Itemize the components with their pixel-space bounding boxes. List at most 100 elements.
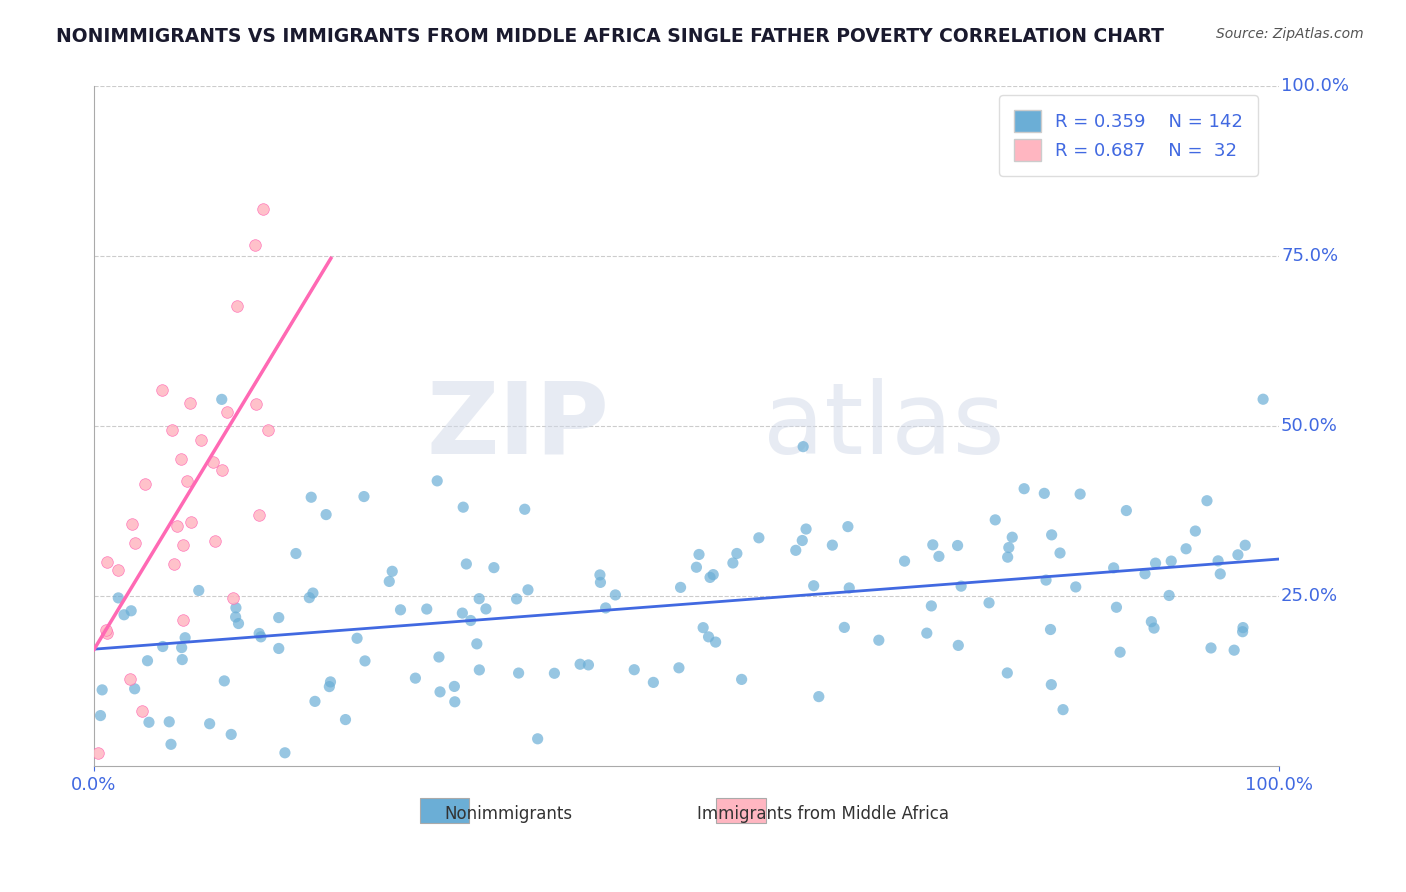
Point — [692, 621, 714, 635]
Point — [868, 633, 890, 648]
Point — [1160, 554, 1182, 568]
Point — [1195, 493, 1218, 508]
Point — [426, 474, 449, 488]
Point — [998, 541, 1021, 555]
Point — [792, 533, 814, 548]
Point — [1012, 482, 1035, 496]
Point — [595, 601, 617, 615]
Point — [180, 516, 202, 530]
Point — [225, 600, 247, 615]
Point — [704, 635, 727, 649]
Point — [315, 508, 337, 522]
Text: atlas: atlas — [763, 378, 1005, 475]
Text: 25.0%: 25.0% — [1281, 588, 1339, 606]
Point — [451, 500, 474, 515]
Point — [304, 694, 326, 708]
Point — [1039, 623, 1062, 637]
Point — [475, 602, 498, 616]
Point — [995, 665, 1018, 680]
Point — [834, 620, 856, 634]
Point — [378, 574, 401, 589]
Point — [198, 716, 221, 731]
Point — [160, 737, 183, 751]
Point — [170, 640, 193, 655]
Point — [284, 547, 307, 561]
Point — [166, 519, 188, 533]
Point — [1144, 556, 1167, 570]
Point — [267, 641, 290, 656]
Point — [456, 557, 478, 571]
Point — [1175, 541, 1198, 556]
Point — [190, 433, 212, 447]
Point — [250, 630, 273, 644]
Text: Nonimmigrants: Nonimmigrants — [444, 805, 572, 823]
Point — [120, 604, 142, 618]
Point — [318, 680, 340, 694]
Point — [668, 661, 690, 675]
Point — [1040, 678, 1063, 692]
Point — [1001, 530, 1024, 544]
Point — [1105, 600, 1128, 615]
Point — [838, 581, 860, 595]
Point — [837, 519, 859, 533]
Point — [134, 477, 156, 491]
Point — [526, 731, 548, 746]
Point — [1049, 546, 1071, 560]
Point — [946, 539, 969, 553]
Point — [427, 650, 450, 665]
Point — [1226, 548, 1249, 562]
Text: 100.0%: 100.0% — [1281, 78, 1348, 95]
Point — [1209, 566, 1232, 581]
Point — [249, 508, 271, 523]
Point — [1223, 643, 1246, 657]
Point — [298, 591, 321, 605]
Point — [443, 680, 465, 694]
Point — [543, 666, 565, 681]
Point — [91, 682, 114, 697]
Point — [138, 715, 160, 730]
Point — [319, 674, 342, 689]
Point — [748, 531, 770, 545]
Point — [721, 556, 744, 570]
Point — [730, 673, 752, 687]
Point — [1052, 703, 1074, 717]
Point — [443, 695, 465, 709]
Point — [1064, 580, 1087, 594]
Point — [451, 606, 474, 620]
Point — [807, 690, 830, 704]
Point — [353, 490, 375, 504]
Text: NONIMMIGRANTS VS IMMIGRANTS FROM MIDDLE AFRICA SINGLE FATHER POVERTY CORRELATION: NONIMMIGRANTS VS IMMIGRANTS FROM MIDDLE … — [56, 27, 1164, 45]
Point — [921, 538, 943, 552]
Point — [225, 299, 247, 313]
Point — [225, 610, 247, 624]
Point — [1033, 486, 1056, 500]
Point — [157, 714, 180, 729]
Point — [578, 657, 600, 672]
Point — [174, 631, 197, 645]
Point — [346, 632, 368, 646]
FancyBboxPatch shape — [420, 798, 470, 822]
Point — [1159, 589, 1181, 603]
Point — [948, 639, 970, 653]
Point — [950, 579, 973, 593]
Point — [204, 533, 226, 548]
Point — [977, 596, 1000, 610]
Point — [124, 535, 146, 549]
Point — [131, 704, 153, 718]
Point — [1234, 538, 1257, 552]
Point — [112, 607, 135, 622]
Point — [176, 474, 198, 488]
Point — [267, 610, 290, 624]
Point — [1206, 554, 1229, 568]
Point — [468, 663, 491, 677]
Point — [179, 396, 201, 410]
Point — [416, 602, 439, 616]
Point — [160, 423, 183, 437]
Point — [482, 560, 505, 574]
FancyBboxPatch shape — [716, 798, 766, 822]
Point — [623, 663, 645, 677]
Point — [702, 567, 724, 582]
Point — [1040, 528, 1063, 542]
Point — [211, 392, 233, 407]
Legend: R = 0.359    N = 142, R = 0.687    N =  32: R = 0.359 N = 142, R = 0.687 N = 32 — [1000, 95, 1258, 176]
